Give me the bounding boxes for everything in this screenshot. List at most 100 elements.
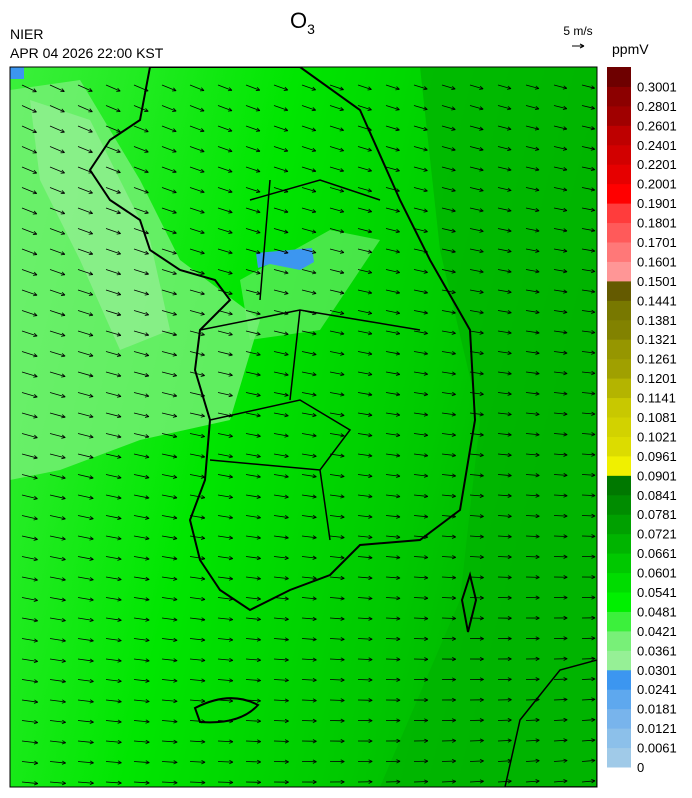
wind-arrow-head bbox=[591, 574, 596, 580]
wind-arrow-head bbox=[591, 758, 596, 763]
wind-arrow bbox=[105, 269, 121, 275]
wind-arrow-head bbox=[32, 129, 37, 133]
wind-arrow-head bbox=[200, 107, 205, 112]
colorbar-band bbox=[607, 436, 631, 457]
wind-arrow-head bbox=[284, 780, 289, 785]
wind-arrow bbox=[189, 248, 205, 254]
wind-arrow bbox=[301, 494, 317, 498]
wind-arrow bbox=[581, 392, 596, 395]
wind-arrow-head bbox=[367, 208, 372, 213]
wind-arrow-head bbox=[535, 779, 540, 784]
wind-arrow bbox=[329, 474, 345, 477]
colorbar-band bbox=[607, 630, 631, 651]
wind-arrow-head bbox=[591, 779, 596, 784]
wind-arrow-head bbox=[284, 413, 289, 418]
wind-arrow-head bbox=[396, 779, 401, 784]
wind-arrow bbox=[245, 330, 261, 335]
wind-arrow-head bbox=[116, 169, 121, 174]
wind-arrow bbox=[273, 289, 289, 295]
wind-arrow-head bbox=[228, 127, 233, 132]
wind-arrow bbox=[161, 371, 177, 377]
wind-arrow-head bbox=[340, 535, 345, 540]
colorbar-band bbox=[607, 475, 631, 496]
wind-arrow-head bbox=[33, 577, 38, 582]
wind-arrow-head bbox=[424, 595, 429, 601]
wind-arrow-head bbox=[451, 167, 456, 172]
wind-arrow bbox=[49, 453, 66, 459]
colorbar-band bbox=[607, 125, 631, 146]
wind-arrow-head bbox=[173, 698, 178, 704]
wind-arrow bbox=[49, 679, 66, 683]
wind-arrow bbox=[553, 228, 568, 232]
wind-arrow bbox=[581, 166, 595, 171]
wind-arrow-head bbox=[340, 677, 345, 683]
wind-arrow bbox=[217, 187, 233, 193]
wind-arrow-head bbox=[451, 330, 456, 335]
wind-arrow bbox=[553, 84, 567, 89]
wind-arrow bbox=[469, 392, 484, 395]
wind-arrow-head bbox=[312, 249, 317, 254]
wind-arrow bbox=[105, 638, 122, 642]
wind-arrow-head bbox=[479, 473, 484, 478]
wind-arrow bbox=[469, 310, 484, 314]
wind-arrow bbox=[329, 269, 345, 274]
wind-arrow-head bbox=[534, 105, 540, 111]
wind-arrow-head bbox=[200, 331, 205, 337]
wind-arrow bbox=[581, 739, 596, 742]
wind-arrow-head bbox=[116, 250, 121, 255]
wind-arrow-head bbox=[479, 697, 484, 702]
wind-arrow bbox=[357, 248, 372, 253]
wind-arrow bbox=[77, 638, 94, 642]
wind-arrow bbox=[553, 207, 568, 211]
wind-arrow bbox=[217, 535, 233, 539]
wind-arrow bbox=[581, 780, 596, 783]
wind-arrow-head bbox=[535, 146, 540, 151]
wind-arrow-head bbox=[116, 373, 122, 378]
wind-arrow-head bbox=[172, 454, 178, 459]
wind-arrow-head bbox=[367, 147, 372, 152]
wind-arrow-head bbox=[229, 780, 234, 785]
wind-arrow bbox=[413, 289, 428, 294]
colorbar-band bbox=[607, 708, 631, 729]
wind-arrow-head bbox=[283, 127, 289, 132]
wind-arrow-head bbox=[395, 290, 401, 295]
wind-arrow-head bbox=[144, 108, 149, 112]
wind-arrow-head bbox=[479, 677, 484, 682]
wind-arrow bbox=[133, 371, 149, 377]
wind-arrow bbox=[385, 228, 400, 233]
wind-arrow bbox=[189, 679, 206, 682]
wind-arrow-head bbox=[590, 187, 596, 192]
wind-arrow-head bbox=[201, 739, 206, 744]
wind-arrow-head bbox=[256, 718, 261, 724]
wind-arrow-head bbox=[479, 208, 484, 213]
wind-arrow-head bbox=[32, 271, 38, 276]
wind-arrow-head bbox=[451, 657, 456, 662]
wind-arrow bbox=[413, 269, 428, 273]
wind-arrow-head bbox=[312, 718, 317, 723]
wind-arrow bbox=[497, 740, 512, 742]
wind-arrow bbox=[525, 412, 540, 415]
wind-arrow-head bbox=[283, 168, 289, 173]
wind-arrow bbox=[77, 351, 94, 357]
datetime: APR 04 2026 22:00 KST bbox=[10, 45, 164, 61]
wind-arrow bbox=[105, 617, 122, 621]
wind-arrow bbox=[525, 105, 540, 110]
wind-arrow-head bbox=[591, 350, 596, 355]
wind-arrow-head bbox=[507, 371, 512, 376]
wind-arrow bbox=[441, 433, 456, 436]
colorbar-label: 0.1021 bbox=[637, 429, 677, 444]
wind-arrow-head bbox=[283, 188, 289, 193]
wind-arrow bbox=[189, 412, 205, 417]
colorbar-band bbox=[607, 592, 631, 612]
wind-arrow bbox=[525, 125, 540, 130]
wind-arrow-head bbox=[173, 678, 178, 683]
wind-arrow-head bbox=[451, 453, 456, 458]
wind-arrow-head bbox=[535, 595, 540, 600]
wind-arrow bbox=[245, 576, 261, 580]
wind-vectors bbox=[21, 84, 596, 786]
wind-arrow-head bbox=[256, 250, 261, 255]
wind-arrow-head bbox=[339, 168, 345, 173]
wind-arrow bbox=[21, 84, 37, 93]
wind-arrow-head bbox=[368, 698, 373, 703]
